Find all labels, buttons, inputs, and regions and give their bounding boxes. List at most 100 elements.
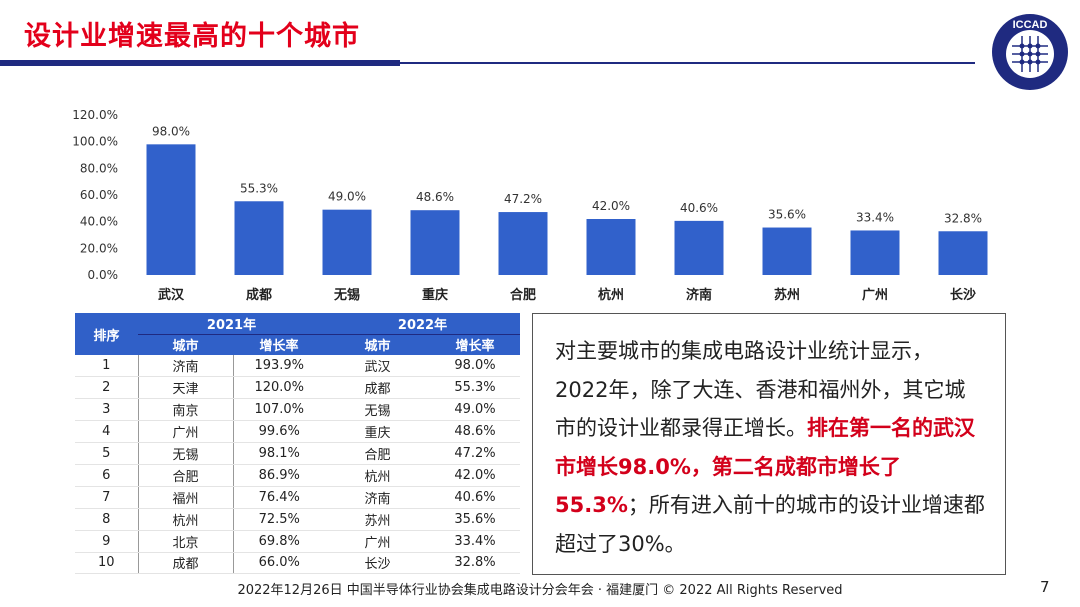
cell-rate-2021: 86.9% <box>232 464 325 487</box>
category-label: 合肥 <box>510 287 536 303</box>
cell-rank: 9 <box>75 530 138 553</box>
page-number: 7 <box>1040 578 1050 596</box>
cell-city-2022: 无锡 <box>325 398 430 422</box>
cell-rate-2022: 48.6% <box>430 420 520 444</box>
data-label: 42.0% <box>592 199 630 213</box>
table-row: 7 福州 76.4% 济南 40.6% <box>75 486 520 509</box>
cell-city-2022: 合肥 <box>325 442 430 465</box>
cell-rate-2021: 69.8% <box>232 530 325 553</box>
data-label: 32.8% <box>944 211 982 225</box>
cell-rate-2021: 107.0% <box>232 398 325 422</box>
cell-rate-2022: 42.0% <box>430 464 520 487</box>
y-tick-label: 0.0% <box>88 268 119 282</box>
data-label: 40.6% <box>680 201 718 215</box>
table-row: 1 济南 193.9% 武汉 98.0% <box>75 355 520 378</box>
cell-rate-2021: 193.9% <box>232 355 325 378</box>
bar-chart: 0.0% 20.0% 40.0% 60.0% 80.0% 100.0% 120.0% 98.0… <box>72 108 988 303</box>
bar <box>850 230 900 275</box>
cell-city-2021: 合肥 <box>137 464 233 487</box>
y-tick-label: 60.0% <box>80 188 118 202</box>
category-label: 武汉 <box>158 287 185 303</box>
data-label: 35.6% <box>768 208 806 222</box>
title-underline <box>0 62 975 64</box>
cell-rate-2021: 66.0% <box>232 552 325 575</box>
cell-city-2021: 广州 <box>137 420 233 444</box>
cell-city-2022: 成都 <box>325 376 430 400</box>
title-underline-accent <box>0 60 400 66</box>
summary-text-end: ；所有进入前十的城市的设计业增速都超过了30%。 <box>555 493 985 556</box>
cell-city-2022: 杭州 <box>325 464 430 487</box>
cell-city-2021: 北京 <box>137 530 233 553</box>
cell-rank: 8 <box>75 508 138 531</box>
cell-city-2022: 苏州 <box>325 508 430 531</box>
category-label: 苏州 <box>774 287 800 303</box>
bar <box>410 210 460 275</box>
cell-rate-2021: 98.1% <box>232 442 325 465</box>
cell-rate-2021: 76.4% <box>232 486 325 509</box>
cell-city-2021: 福州 <box>137 486 233 509</box>
iccad-logo: ICCAD <box>992 14 1068 90</box>
bar <box>674 220 724 275</box>
summary-text: 对主要城市的集成电路设计业统计显示，2022年，除了大连、香港和福州外，其它城市… <box>555 339 966 440</box>
page-title: 设计业增速最高的十个城市 <box>24 21 360 52</box>
data-label: 33.4% <box>856 210 894 224</box>
category-label: 杭州 <box>598 287 624 303</box>
y-tick-label: 80.0% <box>80 161 118 175</box>
cell-city-2021: 成都 <box>137 552 233 575</box>
category-label: 无锡 <box>333 287 360 303</box>
cell-rate-2022: 49.0% <box>430 398 520 422</box>
summary-highlight: 排在第一名的武汉市增长98.0%，第二名成都市增长了55.3% <box>555 416 975 517</box>
cell-rank: 3 <box>75 398 138 422</box>
data-label: 49.0% <box>328 190 366 204</box>
y-tick-label: 100.0% <box>72 135 118 149</box>
data-label: 48.6% <box>416 190 454 204</box>
cell-rank: 5 <box>75 442 138 465</box>
cell-rank: 7 <box>75 486 138 509</box>
data-label: 98.0% <box>152 124 190 138</box>
cell-city-2021: 无锡 <box>137 442 233 465</box>
y-tick-label: 40.0% <box>80 215 118 229</box>
cell-rate-2022: 33.4% <box>430 530 520 553</box>
bar <box>762 227 812 275</box>
rate-header-2022: 增长率 <box>430 334 520 355</box>
bar <box>146 144 196 275</box>
data-label: 47.2% <box>504 192 542 206</box>
category-label: 重庆 <box>422 287 448 303</box>
table-row: 9 北京 69.8% 广州 33.4% <box>75 530 520 553</box>
cell-rank: 2 <box>75 376 138 400</box>
table-row: 5 无锡 98.1% 合肥 47.2% <box>75 442 520 465</box>
category-label: 长沙 <box>950 287 976 303</box>
cell-city-2022: 重庆 <box>325 420 430 444</box>
cell-rate-2021: 72.5% <box>232 508 325 531</box>
cell-rank: 1 <box>75 355 138 378</box>
rate-header-2021: 增长率 <box>233 334 325 355</box>
cell-rate-2021: 120.0% <box>232 376 325 400</box>
bar <box>234 201 284 275</box>
cell-city-2022: 长沙 <box>325 552 430 575</box>
table-row: 6 合肥 86.9% 杭州 42.0% <box>75 464 520 487</box>
table-row: 3 南京 107.0% 无锡 49.0% <box>75 398 520 422</box>
cell-city-2021: 南京 <box>137 398 233 422</box>
cell-city-2022: 济南 <box>325 486 430 509</box>
year-2022-header: 2022年 <box>325 313 520 335</box>
bar <box>586 219 636 275</box>
cell-rank: 6 <box>75 464 138 487</box>
cell-city-2021: 杭州 <box>137 508 233 531</box>
bar <box>322 209 372 275</box>
cell-rate-2022: 47.2% <box>430 442 520 465</box>
cell-rank: 4 <box>75 420 138 444</box>
cell-city-2021: 济南 <box>137 355 233 378</box>
city-header-2021: 城市 <box>138 334 233 355</box>
cell-city-2022: 广州 <box>325 530 430 553</box>
bar <box>498 212 548 275</box>
y-tick-label: 120.0% <box>72 108 118 122</box>
category-label: 广州 <box>862 287 888 303</box>
category-label: 济南 <box>686 287 712 303</box>
cell-rate-2022: 98.0% <box>430 355 520 378</box>
footer: 2022年12月26日 中国半导体行业协会集成电路设计分会年会 · 福建厦门 ©… <box>237 583 843 598</box>
table-row: 10 成都 66.0% 长沙 32.8% <box>75 552 520 575</box>
cell-rate-2022: 40.6% <box>430 486 520 509</box>
ranking-table: 排序 2021年 2022年 城市 增长率 城市 增长率 1 济南 193.9% 武汉… <box>75 313 520 575</box>
city-header-2022: 城市 <box>325 334 430 355</box>
rank-header: 排序 <box>75 313 138 355</box>
